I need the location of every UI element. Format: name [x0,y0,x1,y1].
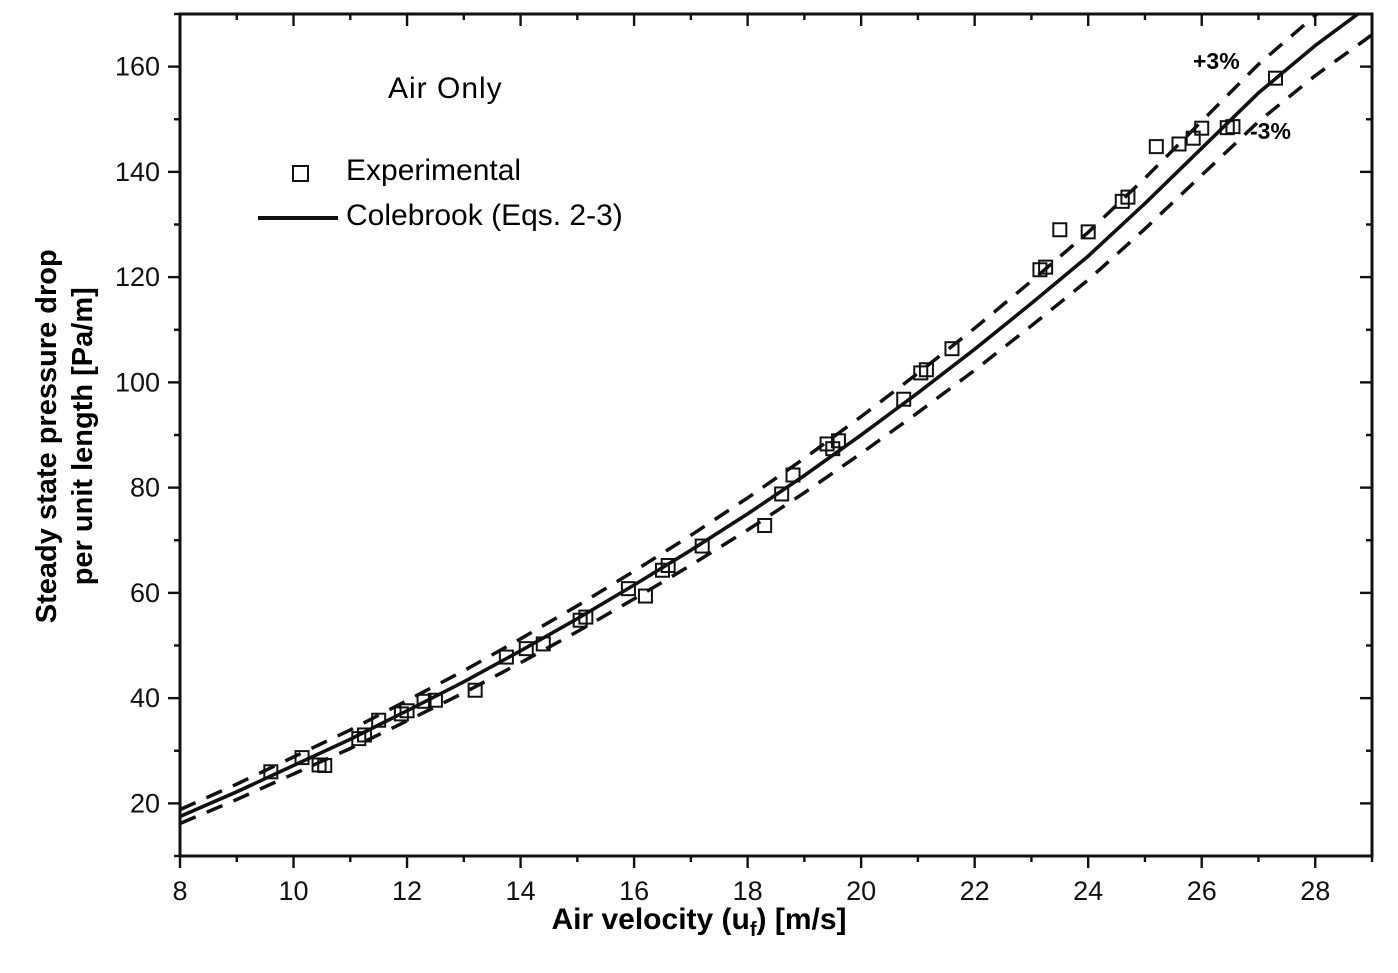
experimental-point-marker [1225,119,1241,135]
experimental-point-marker [263,764,279,780]
x-axis-tick-label: 26 [1187,876,1217,906]
experimental-point-marker [371,712,387,728]
experimental-point-marker [294,750,310,766]
y-axis-tick-label: 80 [130,473,160,503]
y-axis-tick-label: 160 [115,52,160,82]
x-axis-tick-label: 24 [1073,876,1103,906]
x-axis-tick-label: 10 [279,876,309,906]
y-axis-tick-label: 20 [130,788,160,818]
x-axis-title-sub: f [749,919,757,941]
experimental-point-marker [467,682,483,698]
experimental-point-marker [1194,120,1210,136]
y-axis-tick-label: 100 [115,367,160,397]
experimental-point-marker [1148,139,1164,155]
x-axis-title: Air velocity (uf) [m/s] [0,903,1398,942]
experimental-point-marker [1038,259,1054,275]
y-axis-tick-label: 140 [115,157,160,187]
experimental-point-marker [578,609,594,625]
experimental-point-marker [416,693,432,709]
legend-label-experimental: Experimental [346,154,522,187]
minus-3pct-dashed-line [180,33,1372,826]
chart-title: Air Only [388,72,503,105]
x-axis-tick-label: 8 [172,876,187,906]
experimental-point-marker [1268,70,1284,86]
x-axis-title-suffix: ) [m/s] [756,903,847,936]
experimental-point-marker [637,588,653,604]
experimental-point-marker [518,641,534,657]
experimental-point-marker [1185,130,1201,146]
y-axis-tick-label: 120 [115,262,160,292]
experimental-point-marker [694,538,710,554]
plot-border [178,12,1374,858]
experimental-point-marker [427,692,443,708]
experimental-point-marker [918,362,934,378]
experimental-point-marker [896,391,912,407]
experimental-point-marker [399,703,415,719]
experimental-point-marker [535,636,551,652]
x-axis-tick-label: 16 [619,876,649,906]
y-axis-title: Steady state pressure drop per unit leng… [29,176,102,696]
y-axis-title-line-2: per unit length [Pa/m] [67,287,99,586]
plus-band-label: +3% [1193,48,1240,74]
experimental-point-marker [1052,222,1068,238]
x-axis-tick-label: 20 [846,876,876,906]
y-axis-title-line-1: Steady state pressure drop [30,249,63,624]
experimental-point-marker [830,433,846,449]
legend: Experimental Colebrook (Eqs. 2-3) [250,150,670,250]
x-axis-tick-label: 18 [733,876,763,906]
x-axis-tick-label: 28 [1300,876,1330,906]
experimental-point-marker [944,341,960,357]
experimental-point-marker [660,558,676,574]
experimental-point-marker [356,727,372,743]
colebrook-line [180,14,1361,819]
experimental-point-marker [1171,136,1187,152]
experimental-point-marker [498,649,514,665]
x-axis-tick-label: 22 [960,876,990,906]
minus-band-label: -3% [1250,118,1291,144]
y-axis-tick-label: 40 [130,683,160,713]
y-axis-tick-label: 60 [130,578,160,608]
plus-3pct-dashed-line [180,14,1321,812]
experimental-point-marker [1080,224,1096,240]
open-square-marker-icon [292,165,309,182]
experimental-point-marker [785,467,801,483]
experimental-point-marker [757,518,773,534]
experimental-point-marker [317,757,333,773]
experimental-point-marker [1120,189,1136,205]
x-axis-tick-label: 12 [392,876,422,906]
experimental-point-marker [774,486,790,502]
experimental-point-marker [620,581,636,597]
line-sample-icon [258,216,338,220]
x-axis-tick-label: 14 [506,876,536,906]
x-axis-title-prefix: Air velocity (u [551,903,750,936]
legend-label-colebrook: Colebrook (Eqs. 2-3) [346,199,623,232]
